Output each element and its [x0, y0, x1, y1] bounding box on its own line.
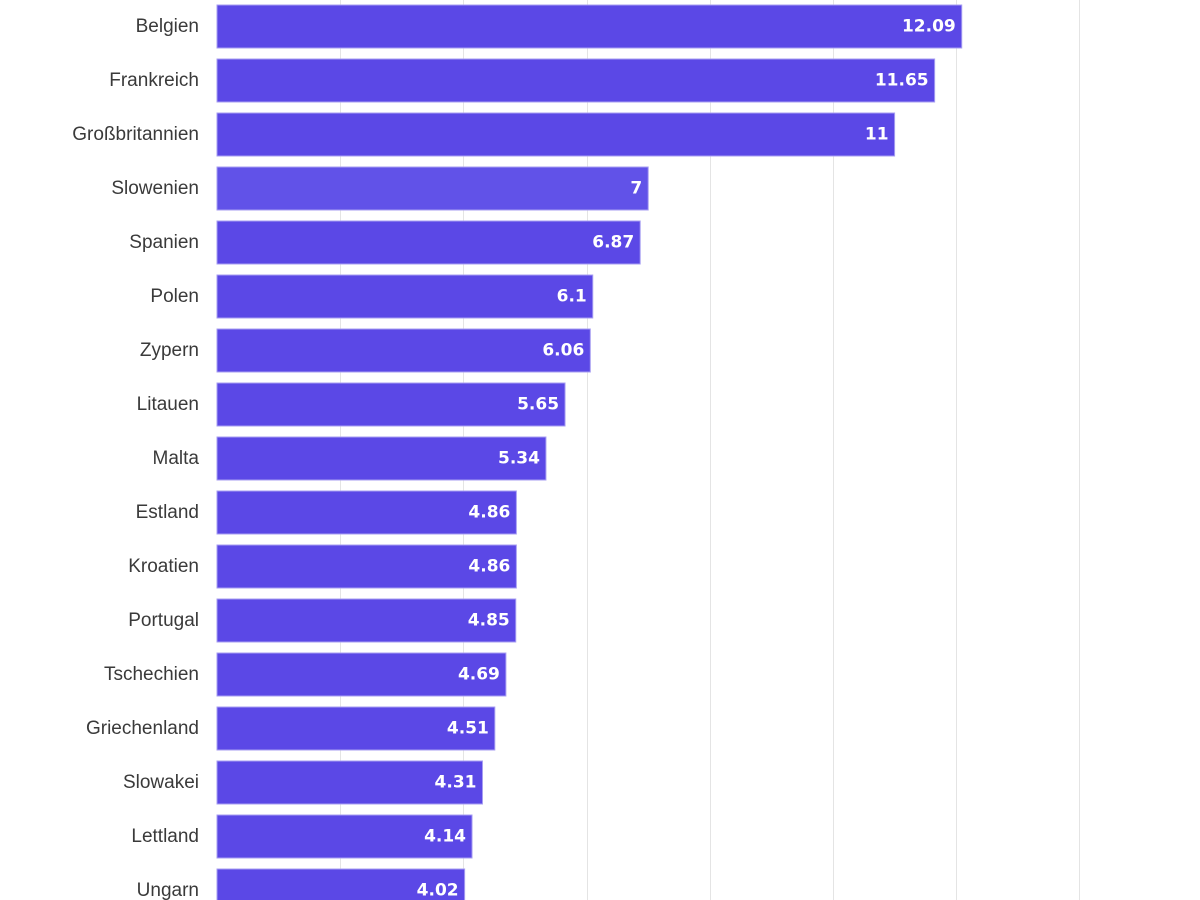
category-label: Tschechien: [104, 664, 199, 685]
category-label: Lettland: [131, 826, 199, 847]
bar-portugal: [216, 598, 517, 643]
data-label: 7: [630, 179, 642, 199]
bar-spanien: [216, 220, 641, 265]
bar-slowenien: [216, 166, 649, 211]
data-label: 4.51: [447, 719, 489, 739]
data-label: 4.14: [424, 827, 466, 847]
bar-griechenland: [216, 706, 496, 751]
bar-kroatien: [216, 544, 517, 589]
bar-malta: [216, 436, 547, 481]
bar-estland: [216, 490, 517, 535]
bar-litauen: [216, 382, 566, 427]
data-label: 6.1: [557, 287, 587, 307]
bar-tschechien: [216, 652, 507, 697]
category-labels: Belgien Frankreich Großbritannien Slowenien…: [72, 16, 199, 900]
bar-belgien: [216, 4, 963, 49]
category-label: Litauen: [137, 394, 199, 415]
data-label: 4.86: [468, 557, 510, 577]
data-label: 11.65: [875, 71, 929, 91]
category-label: Großbritannien: [72, 124, 199, 145]
category-label: Malta: [153, 448, 200, 469]
bar-frankreich: [216, 58, 936, 103]
data-label: 4.31: [435, 773, 477, 793]
bar-slowakei: [216, 760, 483, 805]
data-label: 5.34: [498, 449, 540, 469]
category-label: Belgien: [136, 16, 199, 37]
bar-zypern: [216, 328, 591, 373]
category-label: Estland: [136, 502, 199, 523]
data-label: 4.69: [458, 665, 500, 685]
bars: [216, 4, 963, 900]
category-label: Frankreich: [109, 70, 199, 91]
data-label: 4.85: [468, 611, 510, 631]
bar-polen: [216, 274, 594, 319]
data-label: 4.02: [417, 881, 459, 900]
bar-lettland: [216, 814, 473, 859]
data-label: 12.09: [902, 17, 956, 37]
bar-gro-britannien: [216, 112, 896, 157]
data-label: 6.06: [542, 341, 584, 361]
bar-ungarn: [216, 868, 466, 900]
data-label: 5.65: [517, 395, 559, 415]
category-label: Griechenland: [86, 718, 199, 739]
category-label: Ungarn: [137, 880, 199, 900]
category-label: Kroatien: [128, 556, 199, 577]
category-label: Zypern: [140, 340, 199, 361]
data-label: 11: [865, 125, 889, 145]
category-label: Slowakei: [123, 772, 199, 793]
category-label: Polen: [150, 286, 199, 307]
category-label: Slowenien: [111, 178, 199, 199]
category-label: Spanien: [129, 232, 199, 253]
data-label: 4.86: [468, 503, 510, 523]
category-label: Portugal: [128, 610, 199, 631]
value-labels: 12.09 11.65 11 7 6.87 6.1 6.06 5.65 5.34 4.86 4.86…: [417, 17, 956, 900]
data-label: 6.87: [592, 233, 634, 253]
